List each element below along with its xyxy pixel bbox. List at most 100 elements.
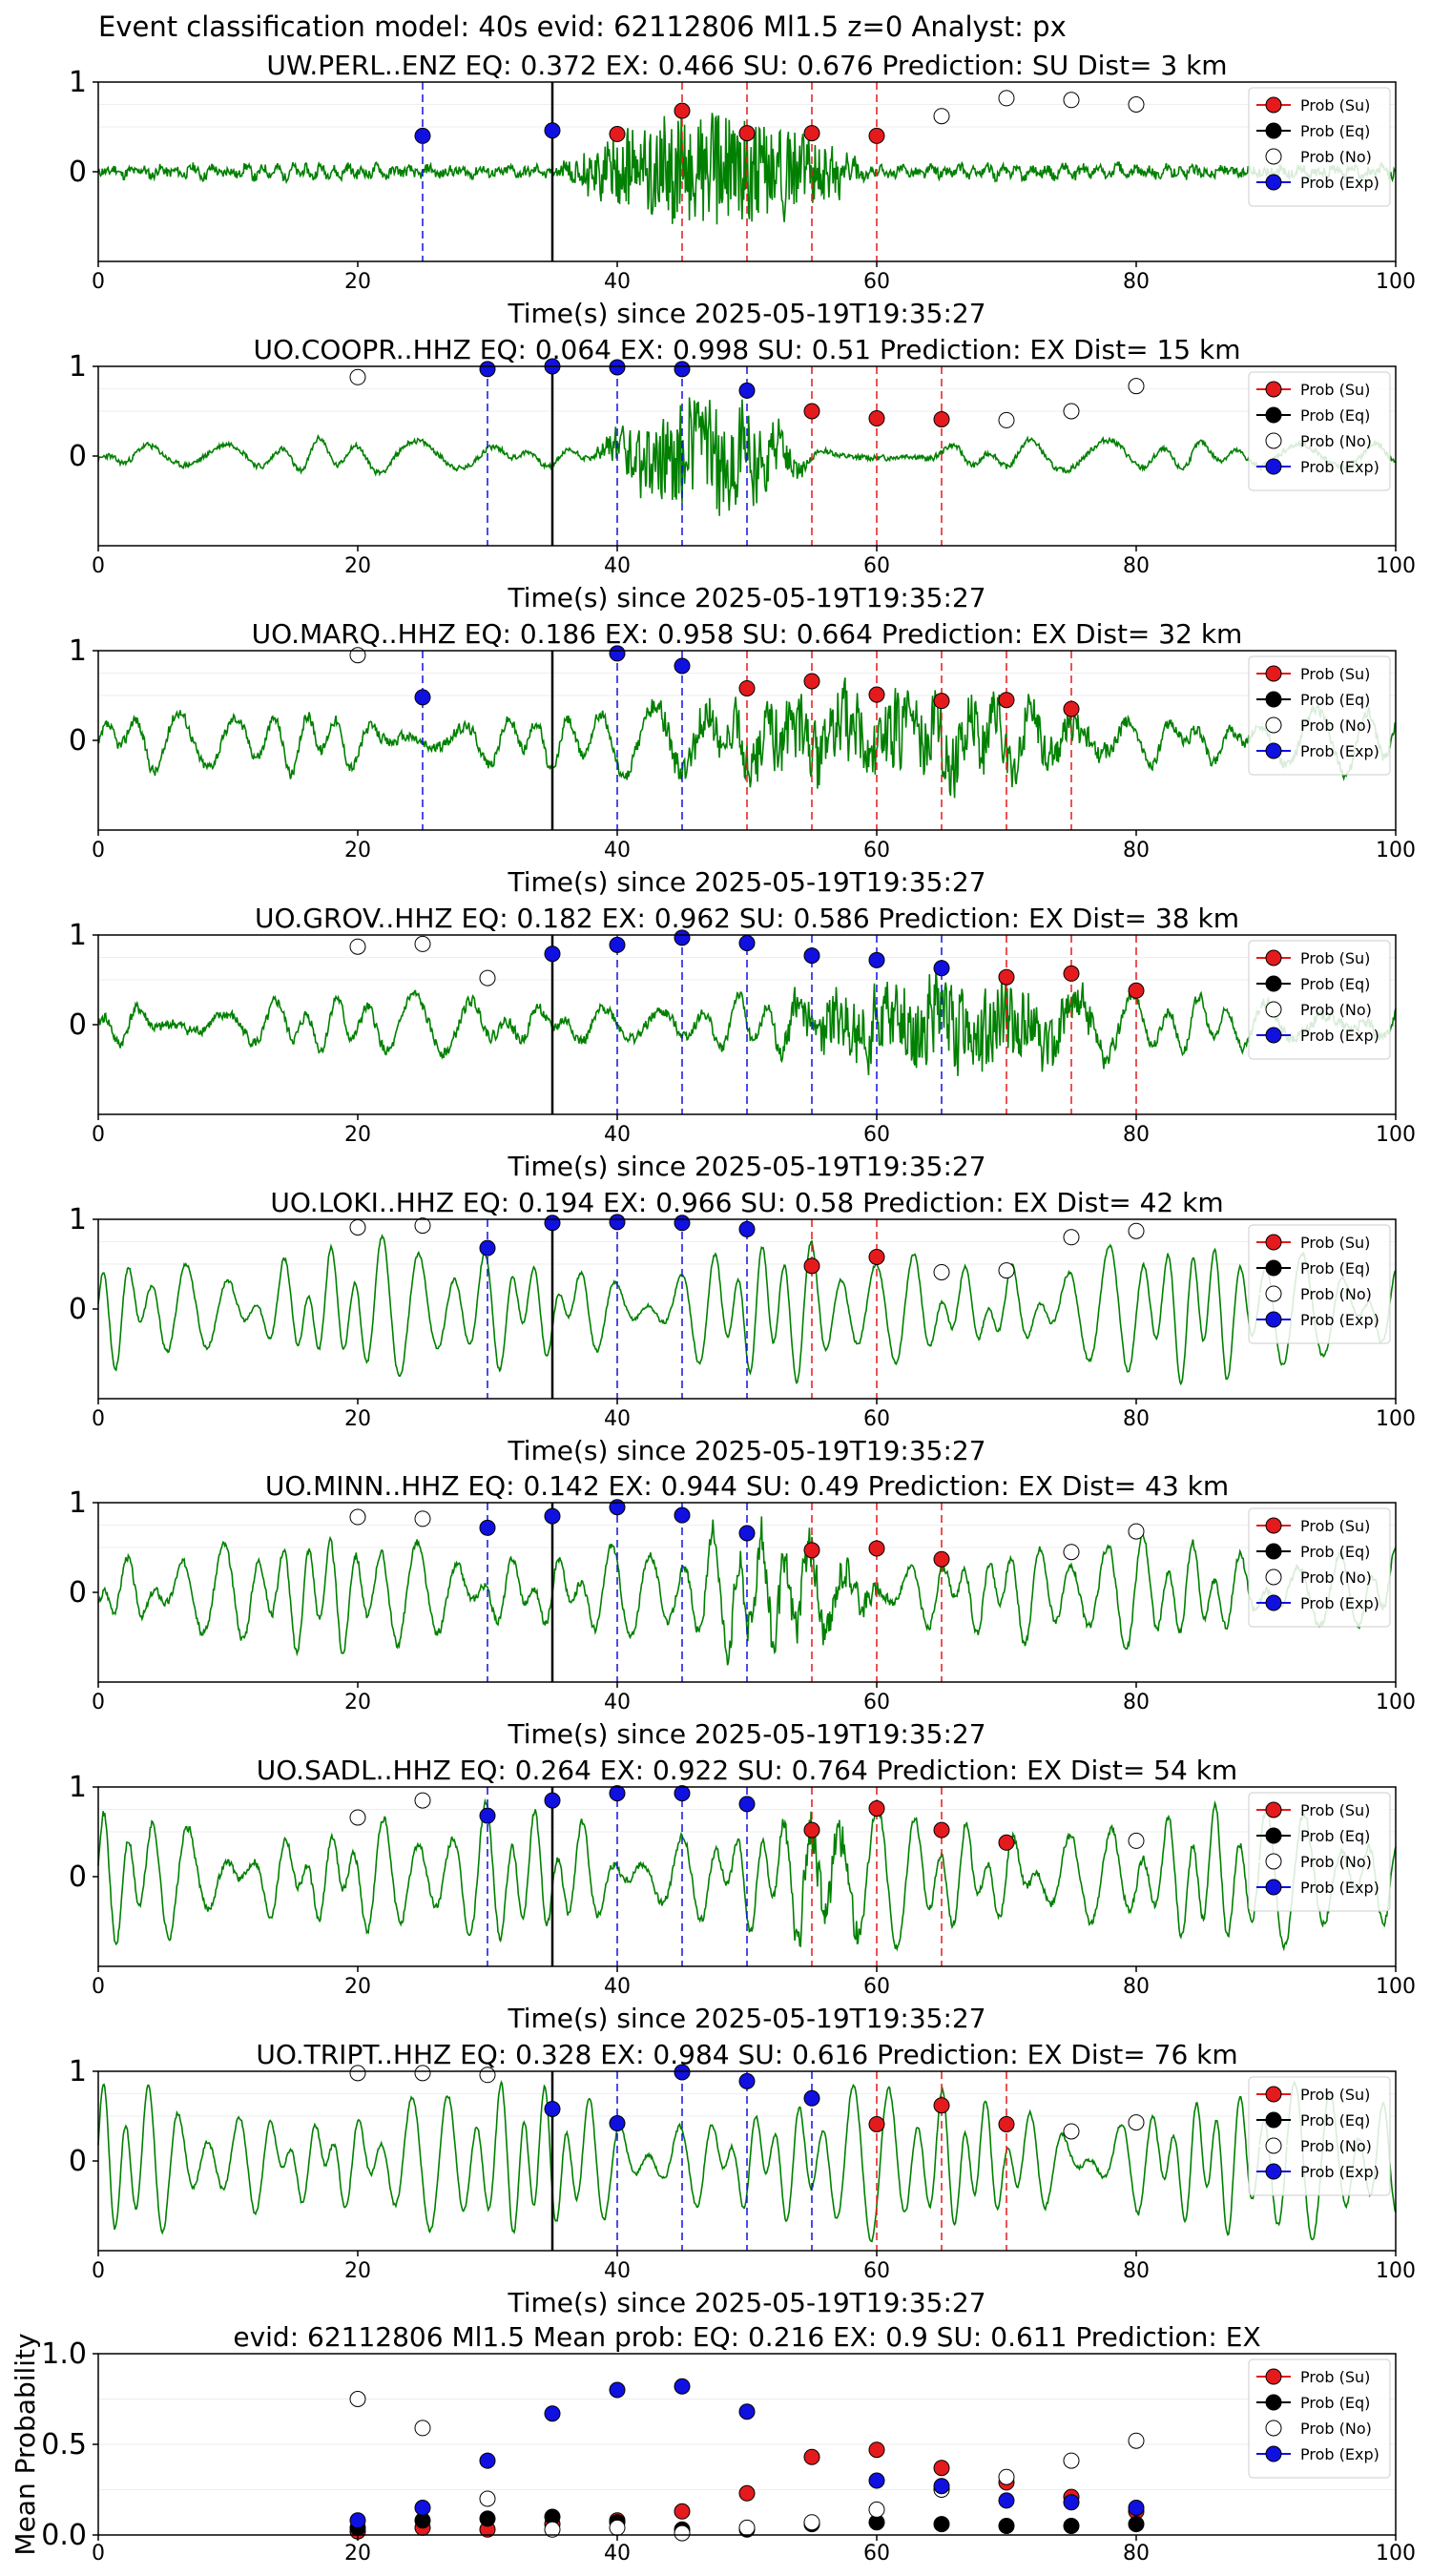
station-panel-2: UO.COOPR..HHZ EQ: 0.064 EX: 0.998 SU: 0.…: [69, 334, 1416, 613]
point-prob-no: [1128, 1523, 1145, 1540]
panel-title: UW.PERL..ENZ EQ: 0.372 EX: 0.466 SU: 0.6…: [266, 50, 1227, 81]
point-prob-exp: [674, 1785, 691, 1802]
point-prob-no: [349, 2391, 366, 2407]
point-prob-no: [738, 2519, 756, 2536]
legend-marker-prob-eq: [1265, 691, 1282, 708]
y-tick-label: 0: [69, 1860, 87, 1894]
point-prob-su: [998, 968, 1015, 986]
point-prob-exp: [609, 2115, 626, 2132]
point-prob-su: [803, 125, 820, 142]
x-axis-label: Time(s) since 2025-05-19T19:35:27: [507, 298, 985, 329]
x-tick-label: 100: [1376, 1123, 1416, 1147]
point-prob-no: [349, 647, 366, 664]
legend-marker-prob-su: [1265, 2086, 1282, 2103]
point-prob-su: [868, 2115, 885, 2132]
point-prob-exp: [933, 960, 950, 977]
x-tick-label: 0: [92, 2542, 105, 2566]
point-prob-exp: [479, 1807, 496, 1824]
x-tick-label: 20: [344, 554, 371, 578]
point-prob-exp: [868, 951, 885, 968]
legend-marker-prob-no: [1265, 2137, 1282, 2154]
point-prob-exp: [414, 127, 431, 144]
point-prob-su: [1063, 965, 1080, 982]
legend-marker-prob-no: [1265, 432, 1282, 449]
legend-label-prob-exp: Prob (Exp): [1300, 2163, 1379, 2181]
legend-label-prob-eq: Prob (Eq): [1300, 122, 1370, 140]
point-prob-no: [933, 1263, 950, 1280]
point-prob-exp: [544, 1792, 561, 1809]
point-prob-no: [414, 2065, 431, 2082]
legend-label-prob-no: Prob (No): [1300, 1853, 1372, 1871]
x-tick-label: 60: [863, 2542, 890, 2566]
x-tick-label: 80: [1123, 1975, 1150, 1999]
point-prob-su: [674, 2503, 691, 2520]
legend-frame: [1248, 655, 1391, 776]
station-panel-5: UO.LOKI..HHZ EQ: 0.194 EX: 0.966 SU: 0.5…: [69, 1187, 1416, 1466]
y-tick-label: 0: [69, 1576, 87, 1610]
legend-label-prob-no: Prob (No): [1300, 1001, 1372, 1019]
point-prob-su: [998, 2115, 1015, 2132]
point-prob-su: [868, 410, 885, 427]
point-prob-exp: [738, 1220, 756, 1237]
point-prob-no: [868, 2501, 885, 2518]
legend-label-prob-no: Prob (No): [1300, 2420, 1372, 2438]
legend: Prob (Su) Prob (Eq) Prob (No) Prob (Exp): [1248, 1792, 1391, 1912]
y-tick-label: 1: [69, 1486, 87, 1520]
point-prob-exp: [738, 1525, 756, 1542]
x-tick-label: 40: [604, 554, 631, 578]
x-tick-label: 40: [604, 1691, 631, 1714]
x-tick-label: 80: [1123, 2542, 1150, 2566]
y-tick-label: 1.0: [41, 2337, 87, 2371]
station-panel-8: UO.TRIPT..HHZ EQ: 0.328 EX: 0.984 SU: 0.…: [69, 2039, 1416, 2318]
point-prob-su: [738, 125, 756, 142]
y-tick-label: 1: [69, 634, 87, 668]
legend-label-prob-exp: Prob (Exp): [1300, 1027, 1379, 1045]
point-prob-no: [674, 2524, 691, 2542]
legend-marker-prob-exp: [1265, 1879, 1282, 1896]
x-tick-label: 0: [92, 839, 105, 862]
legend-marker-prob-eq: [1265, 2394, 1282, 2411]
point-prob-exp: [674, 657, 691, 675]
point-prob-eq: [933, 2516, 950, 2533]
point-prob-exp: [803, 947, 820, 965]
legend: Prob (Su) Prob (Eq) Prob (No) Prob (Exp): [1248, 1507, 1391, 1628]
point-prob-no: [544, 2521, 561, 2538]
waveform-trace: [97, 397, 1397, 516]
legend-label-prob-no: Prob (No): [1300, 717, 1372, 735]
legend-frame: [1248, 87, 1391, 207]
x-tick-label: 100: [1376, 839, 1416, 862]
point-prob-su: [868, 1540, 885, 1557]
legend-marker-prob-exp: [1265, 174, 1282, 191]
point-prob-no: [998, 1262, 1015, 1279]
legend-label-prob-exp: Prob (Exp): [1300, 1594, 1379, 1612]
legend: Prob (Su) Prob (Eq) Prob (No) Prob (Exp): [1248, 371, 1391, 491]
point-prob-su: [803, 403, 820, 420]
point-prob-exp: [609, 2381, 626, 2399]
point-prob-eq: [998, 2518, 1015, 2534]
x-axis-label: Time(s) since 2025-05-19T19:35:27: [507, 2287, 985, 2318]
x-axis-label: Time(s) since 2025-05-19T19:35:27: [507, 582, 985, 613]
x-tick-label: 40: [604, 2542, 631, 2566]
x-tick-label: 0: [92, 1123, 105, 1147]
y-tick-label: 0: [69, 1293, 87, 1326]
x-tick-label: 80: [1123, 554, 1150, 578]
point-prob-su: [933, 2460, 950, 2477]
x-tick-label: 100: [1376, 1975, 1416, 1999]
legend-label-prob-exp: Prob (Exp): [1300, 742, 1379, 760]
point-prob-exp: [674, 1506, 691, 1524]
y-tick-label: 1: [69, 1771, 87, 1804]
x-tick-label: 40: [604, 2259, 631, 2283]
point-prob-exp: [674, 929, 691, 946]
legend: Prob (Su) Prob (Eq) Prob (No) Prob (Exp): [1248, 940, 1391, 1060]
point-prob-no: [1063, 2452, 1080, 2469]
point-prob-no: [998, 2468, 1015, 2485]
legend-marker-prob-eq: [1265, 2111, 1282, 2129]
x-axis-label: Time(s) since 2025-05-19T19:35:27: [507, 1718, 985, 1750]
legend-label-prob-su: Prob (Su): [1300, 665, 1370, 683]
x-tick-label: 80: [1123, 1691, 1150, 1714]
point-prob-exp: [479, 2452, 496, 2469]
x-tick-label: 20: [344, 2542, 371, 2566]
legend-marker-prob-exp: [1265, 458, 1282, 475]
legend-frame: [1248, 2358, 1391, 2479]
